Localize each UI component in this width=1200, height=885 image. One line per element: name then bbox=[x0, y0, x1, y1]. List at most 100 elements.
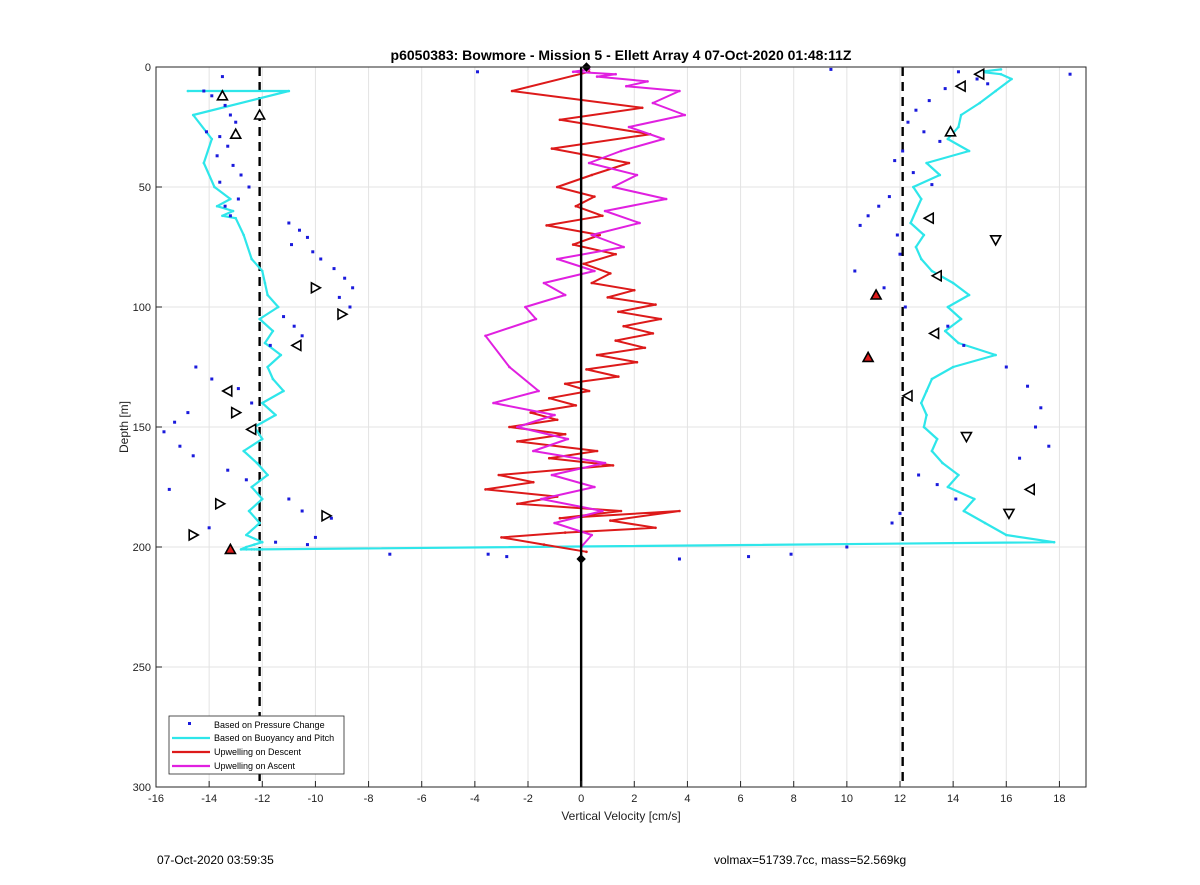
upwelling-ascent-line-point bbox=[587, 161, 591, 165]
buoyancy-pitch-line-point bbox=[1010, 77, 1013, 81]
upwelling-descent-line-point bbox=[500, 536, 503, 539]
x-tick-label: -6 bbox=[417, 793, 427, 805]
pressure-change-point bbox=[228, 113, 232, 117]
upwelling-descent-line-point bbox=[654, 526, 657, 530]
upwelling-descent-line-point bbox=[585, 550, 588, 554]
legend-label-ascent: Upwelling on Ascent bbox=[214, 761, 296, 771]
marker-triangle-right bbox=[321, 509, 333, 523]
upwelling-ascent-line-point bbox=[590, 233, 594, 237]
marker-triangle-down bbox=[1002, 508, 1016, 521]
buoyancy-pitch-line-point bbox=[263, 281, 267, 285]
upwelling-ascent-line-point bbox=[508, 365, 511, 369]
upwelling-descent-line-point bbox=[571, 243, 575, 246]
buoyancy-pitch-line-point bbox=[946, 137, 950, 141]
buoyancy-pitch-line-point bbox=[271, 377, 275, 381]
buoyancy-pitch-line bbox=[187, 68, 1056, 551]
x-tick-label: 0 bbox=[578, 793, 584, 805]
upwelling-ascent-line-point bbox=[622, 245, 625, 249]
buoyancy-pitch-line-point bbox=[260, 437, 264, 441]
marker-triangle-right bbox=[214, 497, 227, 511]
pressure-change-point bbox=[476, 70, 480, 74]
upwelling-descent-line-point bbox=[643, 346, 647, 350]
upwelling-descent-line-point bbox=[547, 396, 551, 400]
pressure-change-point bbox=[853, 269, 857, 273]
upwelling-descent-line-point bbox=[529, 411, 532, 414]
buoyancy-pitch-line-point bbox=[994, 353, 997, 357]
buoyancy-pitch-line-point bbox=[957, 341, 960, 345]
legend-item-buoyancy: Based on Buoyancy and Pitch bbox=[172, 733, 334, 743]
buoyancy-pitch-line-point bbox=[255, 548, 259, 551]
pressure-change-point bbox=[946, 324, 950, 328]
marker-triangle-left bbox=[901, 389, 913, 403]
pressure-change-point bbox=[250, 401, 254, 405]
pressure-change-point bbox=[305, 235, 309, 239]
x-tick-label: 10 bbox=[841, 793, 853, 805]
buoyancy-pitch-line-point bbox=[911, 185, 915, 189]
upwelling-descent-line-point bbox=[582, 262, 586, 266]
upwelling-ascent-line-point bbox=[662, 137, 665, 141]
upwelling-ascent-line-point bbox=[537, 389, 540, 393]
buoyancy-pitch-line-point bbox=[266, 365, 269, 369]
x-tick-label: 14 bbox=[947, 793, 959, 805]
buoyancy-pitch-line-point bbox=[922, 233, 926, 237]
buoyancy-pitch-line-point bbox=[253, 543, 256, 546]
upwelling-descent-line-point bbox=[508, 425, 511, 429]
upwelling-ascent-line-point bbox=[619, 149, 623, 153]
pressure-change-point bbox=[297, 228, 301, 232]
y-axis: 0 50 100 150 200 250 300 bbox=[133, 62, 162, 794]
pressure-change-point bbox=[858, 223, 862, 227]
upwelling-ascent-line-point bbox=[614, 72, 617, 76]
x-tick-label: 8 bbox=[791, 793, 797, 805]
x-axis: -16 -14 -12 -10 -8 -6 -4 -2 0 2 4 6 8 10 12 14 16 18 bbox=[148, 781, 1066, 805]
upwelling-descent-line-point bbox=[516, 502, 519, 506]
legend-label-descent: Upwelling on Descent bbox=[214, 747, 302, 757]
upwelling-descent-line-point bbox=[614, 339, 617, 342]
marker-triangle-right bbox=[337, 307, 349, 321]
pressure-change-point bbox=[938, 139, 942, 143]
legend-swatch-pressure bbox=[188, 722, 191, 725]
marker-triangle-left bbox=[245, 423, 257, 436]
buoyancy-pitch-line-point bbox=[250, 548, 253, 551]
y-tick-label: 250 bbox=[133, 662, 151, 674]
buoyancy-pitch-line-point bbox=[215, 204, 219, 208]
x-tick-label: 18 bbox=[1053, 793, 1065, 805]
pressure-change-point bbox=[210, 94, 214, 98]
pressure-change-point bbox=[789, 552, 793, 556]
buoyancy-pitch-line-point bbox=[946, 485, 950, 489]
pressure-change-point bbox=[1068, 72, 1072, 76]
pressure-change-point bbox=[329, 516, 333, 520]
pressure-change-point bbox=[282, 315, 286, 319]
buoyancy-pitch-line-point bbox=[957, 473, 960, 477]
pressure-change-point bbox=[954, 497, 958, 501]
upwelling-ascent-line-point bbox=[553, 413, 556, 417]
pressure-change-point bbox=[162, 430, 166, 434]
footer-stats: volmax=51739.7cc, mass=52.569kg bbox=[714, 853, 907, 867]
buoyancy-pitch-line-point bbox=[1004, 533, 1008, 537]
buoyancy-pitch-line-point bbox=[951, 281, 955, 285]
upwelling-ascent-line-point bbox=[635, 173, 639, 177]
buoyancy-pitch-line-point bbox=[250, 485, 253, 489]
x-tick-label: -4 bbox=[470, 793, 480, 805]
upwelling-descent-line-point bbox=[678, 509, 681, 513]
pressure-change-point bbox=[348, 305, 352, 309]
buoyancy-pitch-line-point bbox=[221, 214, 224, 218]
buoyancy-pitch-line-point bbox=[245, 548, 248, 551]
pressure-change-point bbox=[223, 103, 227, 107]
pressure-change-point bbox=[877, 204, 881, 208]
buoyancy-pitch-line-point bbox=[914, 209, 918, 213]
buoyancy-pitch-line-point bbox=[245, 533, 248, 537]
series-pressure-change bbox=[162, 67, 1072, 561]
upwelling-descent-line-point bbox=[516, 440, 519, 443]
buoyancy-pitch-line-point bbox=[925, 161, 928, 165]
pressure-change-point bbox=[226, 468, 230, 472]
upwelling-ascent-line-point bbox=[601, 509, 604, 513]
buoyancy-pitch-line-point bbox=[266, 473, 269, 477]
pressure-change-point bbox=[337, 295, 341, 299]
pressure-change-point bbox=[1047, 444, 1051, 448]
pressure-change-point bbox=[290, 243, 294, 247]
pressure-change-point bbox=[505, 555, 509, 559]
marker-triangle-right bbox=[188, 528, 200, 542]
upwelling-ascent-line-point bbox=[611, 185, 615, 189]
marker-triangle-left bbox=[973, 67, 985, 81]
marker-triangle-left bbox=[290, 339, 302, 352]
